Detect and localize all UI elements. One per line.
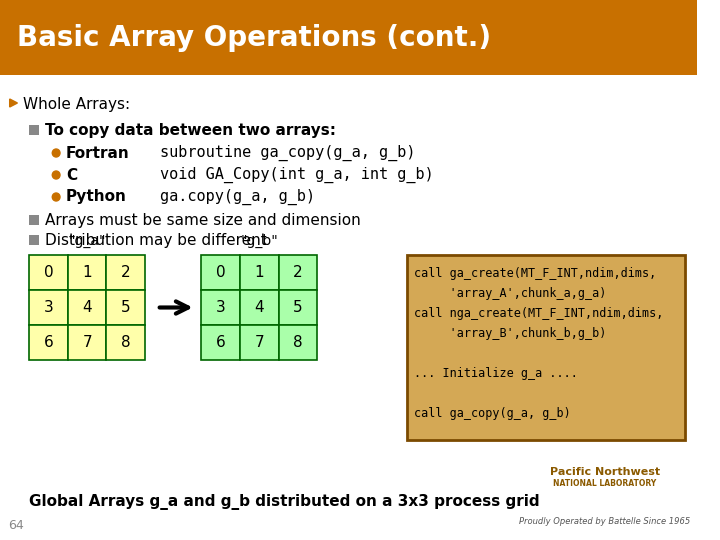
Bar <box>68 290 107 325</box>
Text: subroutine ga_copy(g_a, g_b): subroutine ga_copy(g_a, g_b) <box>160 145 415 161</box>
Text: ga.copy(g_a, g_b): ga.copy(g_a, g_b) <box>160 189 315 205</box>
Circle shape <box>53 149 60 157</box>
Text: Basic Array Operations (cont.): Basic Array Operations (cont.) <box>17 24 492 52</box>
Text: 2: 2 <box>121 265 130 280</box>
Bar <box>279 255 318 290</box>
Text: C: C <box>66 167 77 183</box>
Text: Global Arrays g_a and g_b distributed on a 3x3 process grid: Global Arrays g_a and g_b distributed on… <box>29 494 540 510</box>
Text: 'array_A',chunk_a,g_a): 'array_A',chunk_a,g_a) <box>414 287 607 300</box>
Text: 0: 0 <box>44 265 53 280</box>
Circle shape <box>53 171 60 179</box>
Text: 2: 2 <box>293 265 303 280</box>
Text: 3: 3 <box>216 300 225 315</box>
Text: Arrays must be same size and dimension: Arrays must be same size and dimension <box>45 213 360 227</box>
Text: call nga_create(MT_F_INT,ndim,dims,: call nga_create(MT_F_INT,ndim,dims, <box>414 307 664 320</box>
Bar <box>0 75 697 540</box>
Text: Python: Python <box>66 190 127 205</box>
Bar <box>240 290 279 325</box>
Text: 5: 5 <box>121 300 130 315</box>
Bar <box>29 215 39 225</box>
Bar <box>107 325 145 360</box>
Text: call ga_create(MT_F_INT,ndim,dims,: call ga_create(MT_F_INT,ndim,dims, <box>414 267 657 280</box>
Bar <box>0 0 697 75</box>
Circle shape <box>53 193 60 201</box>
Text: 7: 7 <box>82 335 92 350</box>
FancyArrowPatch shape <box>160 301 188 314</box>
Polygon shape <box>9 99 17 107</box>
Text: To copy data between two arrays:: To copy data between two arrays: <box>45 123 336 138</box>
Text: NATIONAL LABORATORY: NATIONAL LABORATORY <box>554 480 657 489</box>
Text: 6: 6 <box>43 335 53 350</box>
Bar <box>68 325 107 360</box>
Bar <box>107 255 145 290</box>
Text: ... Initialize g_a ....: ... Initialize g_a .... <box>414 367 578 380</box>
Bar <box>240 255 279 290</box>
Bar <box>107 290 145 325</box>
Text: 64: 64 <box>8 519 24 532</box>
Text: "g_a": "g_a" <box>68 234 106 248</box>
Bar <box>29 290 68 325</box>
Bar <box>29 255 68 290</box>
Text: 1: 1 <box>255 265 264 280</box>
Text: 'array_B',chunk_b,g_b): 'array_B',chunk_b,g_b) <box>414 327 607 340</box>
Bar <box>29 325 68 360</box>
Text: Distribution may be different: Distribution may be different <box>45 233 266 247</box>
Bar <box>202 325 240 360</box>
Text: 3: 3 <box>43 300 53 315</box>
Text: 6: 6 <box>216 335 225 350</box>
Text: 0: 0 <box>216 265 225 280</box>
Text: 4: 4 <box>255 300 264 315</box>
Text: Whole Arrays:: Whole Arrays: <box>23 98 130 112</box>
Text: 5: 5 <box>293 300 303 315</box>
Text: Fortran: Fortran <box>66 145 130 160</box>
Bar <box>202 290 240 325</box>
Bar <box>407 255 685 440</box>
Text: Pacific Northwest: Pacific Northwest <box>550 467 660 477</box>
Text: 1: 1 <box>82 265 92 280</box>
Text: "g_b": "g_b" <box>240 234 279 248</box>
Bar <box>29 125 39 135</box>
Bar <box>279 290 318 325</box>
Bar <box>240 325 279 360</box>
Bar <box>29 235 39 245</box>
Bar <box>68 255 107 290</box>
Bar <box>279 325 318 360</box>
Text: 8: 8 <box>121 335 130 350</box>
Text: Proudly Operated by Battelle Since 1965: Proudly Operated by Battelle Since 1965 <box>519 517 690 526</box>
Text: 7: 7 <box>255 335 264 350</box>
Text: 8: 8 <box>293 335 303 350</box>
Text: void GA_Copy(int g_a, int g_b): void GA_Copy(int g_a, int g_b) <box>160 167 433 183</box>
Text: 4: 4 <box>82 300 92 315</box>
Text: call ga_copy(g_a, g_b): call ga_copy(g_a, g_b) <box>414 407 571 420</box>
Bar <box>202 255 240 290</box>
